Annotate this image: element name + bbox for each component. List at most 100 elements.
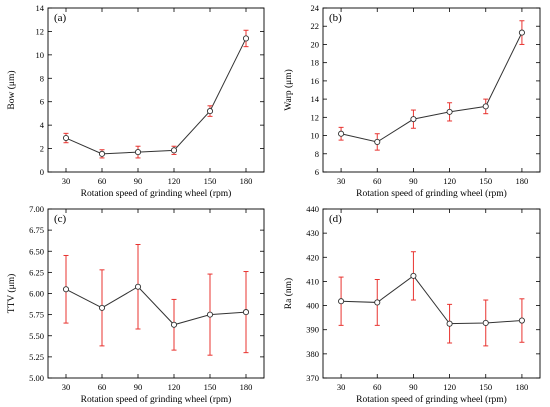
y-tick-label: 8 — [40, 73, 44, 83]
series-line — [65, 286, 247, 326]
data-point — [482, 103, 489, 110]
data-point — [242, 35, 250, 42]
y-tick-label: 410 — [306, 276, 319, 286]
data-point — [410, 116, 417, 123]
x-axis-title: Rotation speed of grinding wheel (rpm) — [81, 394, 232, 405]
y-tick-label: 420 — [306, 252, 319, 262]
y-tick-label: 20 — [311, 39, 320, 49]
y-tick-label: 22 — [311, 21, 320, 31]
y-tick-label: 8 — [315, 149, 319, 159]
chart-panel-b: 6 8 10 12 14 16 18 20 22 24 30 60 90 120 150 180 Rotatio… — [283, 3, 541, 199]
x-tick-label: 120 — [443, 382, 456, 392]
y-tick-label: 24 — [311, 3, 320, 13]
y-tick-label: 370 — [306, 373, 319, 383]
x-tick-label: 90 — [134, 382, 143, 392]
panel-label: (b) — [329, 12, 342, 24]
y-tick-label: 5.75 — [29, 310, 44, 320]
plot-frame — [47, 208, 265, 379]
y-tick-label: 5.50 — [29, 331, 44, 341]
plot-frame — [322, 7, 541, 173]
data-point — [170, 321, 178, 328]
y-tick-label: 5.00 — [29, 373, 44, 383]
y-tick-label: 6 — [315, 167, 319, 177]
panel-label: (c) — [54, 213, 67, 225]
series-line — [65, 38, 247, 155]
data-point — [446, 320, 453, 327]
y-tick-label: 14 — [311, 94, 320, 104]
data-point — [374, 299, 381, 306]
x-tick-label: 180 — [240, 382, 253, 392]
y-tick-label: 380 — [306, 349, 319, 359]
y-axis-title: Ra (nm) — [283, 278, 294, 309]
data-point — [98, 304, 106, 311]
data-point — [206, 311, 214, 318]
x-tick-label: 120 — [168, 382, 181, 392]
y-tick-label: 6 — [40, 97, 44, 107]
y-tick-label: 6.75 — [29, 225, 44, 235]
chart-panel-c: 5.00 5.25 5.50 5.75 6.00 6.25 6.50 6.75 7.00 30 60… — [6, 204, 265, 405]
series-line — [341, 275, 522, 325]
y-tick-label: 12 — [36, 26, 45, 36]
data-point — [446, 108, 453, 115]
x-tick-label: 150 — [479, 176, 492, 186]
data-point — [482, 319, 489, 327]
x-tick-label: 120 — [168, 176, 181, 186]
data-point — [206, 108, 214, 115]
y-axis-title: Warp (μm) — [283, 69, 294, 111]
data-point — [518, 317, 525, 324]
y-axis-title: TTV (μm) — [6, 274, 17, 313]
data-point — [374, 138, 381, 145]
y-tick-label: 7.00 — [29, 204, 44, 214]
y-tick-label: 430 — [306, 228, 319, 238]
x-tick-label: 60 — [373, 382, 382, 392]
y-tick-label: 10 — [311, 131, 320, 141]
x-tick-label: 30 — [337, 382, 346, 392]
x-axis-title: Rotation speed of grinding wheel (rpm) — [356, 188, 507, 199]
data-point — [134, 149, 142, 156]
y-tick-label: 6.25 — [29, 267, 44, 277]
data-point — [134, 283, 142, 290]
x-tick-label: 180 — [240, 176, 253, 186]
chart-panel-d: 370 380 390 400 410 420 430 440 30 60 90 120 150 180 R… — [283, 204, 541, 405]
chart-panel-a: 0 2 4 6 8 10 12 14 30 60 90 120 150 180 Rotation speed… — [6, 3, 265, 199]
series-line — [340, 32, 523, 143]
y-axis-title: Bow (μm) — [6, 70, 17, 109]
x-tick-label: 150 — [479, 382, 492, 392]
x-tick-label: 180 — [516, 176, 529, 186]
x-tick-label: 30 — [337, 176, 346, 186]
data-point — [338, 130, 345, 137]
x-axis-title: Rotation speed of grinding wheel (rpm) — [81, 188, 232, 199]
x-tick-label: 30 — [62, 176, 71, 186]
y-tick-label: 390 — [306, 325, 319, 335]
x-tick-label: 60 — [98, 382, 107, 392]
data-point — [98, 150, 106, 157]
y-tick-label: 0 — [40, 167, 44, 177]
x-tick-label: 120 — [443, 176, 456, 186]
x-tick-label: 90 — [134, 176, 143, 186]
panel-label: (d) — [329, 213, 342, 225]
x-tick-label: 60 — [98, 176, 107, 186]
data-point — [242, 309, 250, 316]
data-point — [410, 272, 417, 279]
y-tick-label: 6.00 — [29, 289, 44, 299]
data-point — [518, 29, 525, 36]
y-tick-label: 4 — [40, 120, 45, 130]
data-point — [170, 147, 178, 154]
data-point — [338, 298, 345, 305]
y-tick-label: 14 — [36, 3, 45, 13]
data-point — [62, 286, 70, 293]
plot-frame — [47, 7, 265, 173]
y-tick-label: 12 — [311, 112, 320, 122]
x-tick-label: 60 — [373, 176, 382, 186]
data-point — [62, 134, 70, 142]
x-tick-label: 180 — [516, 382, 529, 392]
plot-frame — [322, 208, 541, 379]
y-tick-label: 6.50 — [29, 246, 44, 256]
y-tick-label: 18 — [311, 58, 320, 68]
x-axis-title: Rotation speed of grinding wheel (rpm) — [356, 394, 507, 405]
x-tick-label: 30 — [62, 382, 71, 392]
x-tick-label: 150 — [204, 382, 217, 392]
y-tick-label: 5.25 — [29, 352, 44, 362]
y-tick-label: 2 — [40, 144, 44, 154]
y-tick-label: 16 — [311, 76, 320, 86]
